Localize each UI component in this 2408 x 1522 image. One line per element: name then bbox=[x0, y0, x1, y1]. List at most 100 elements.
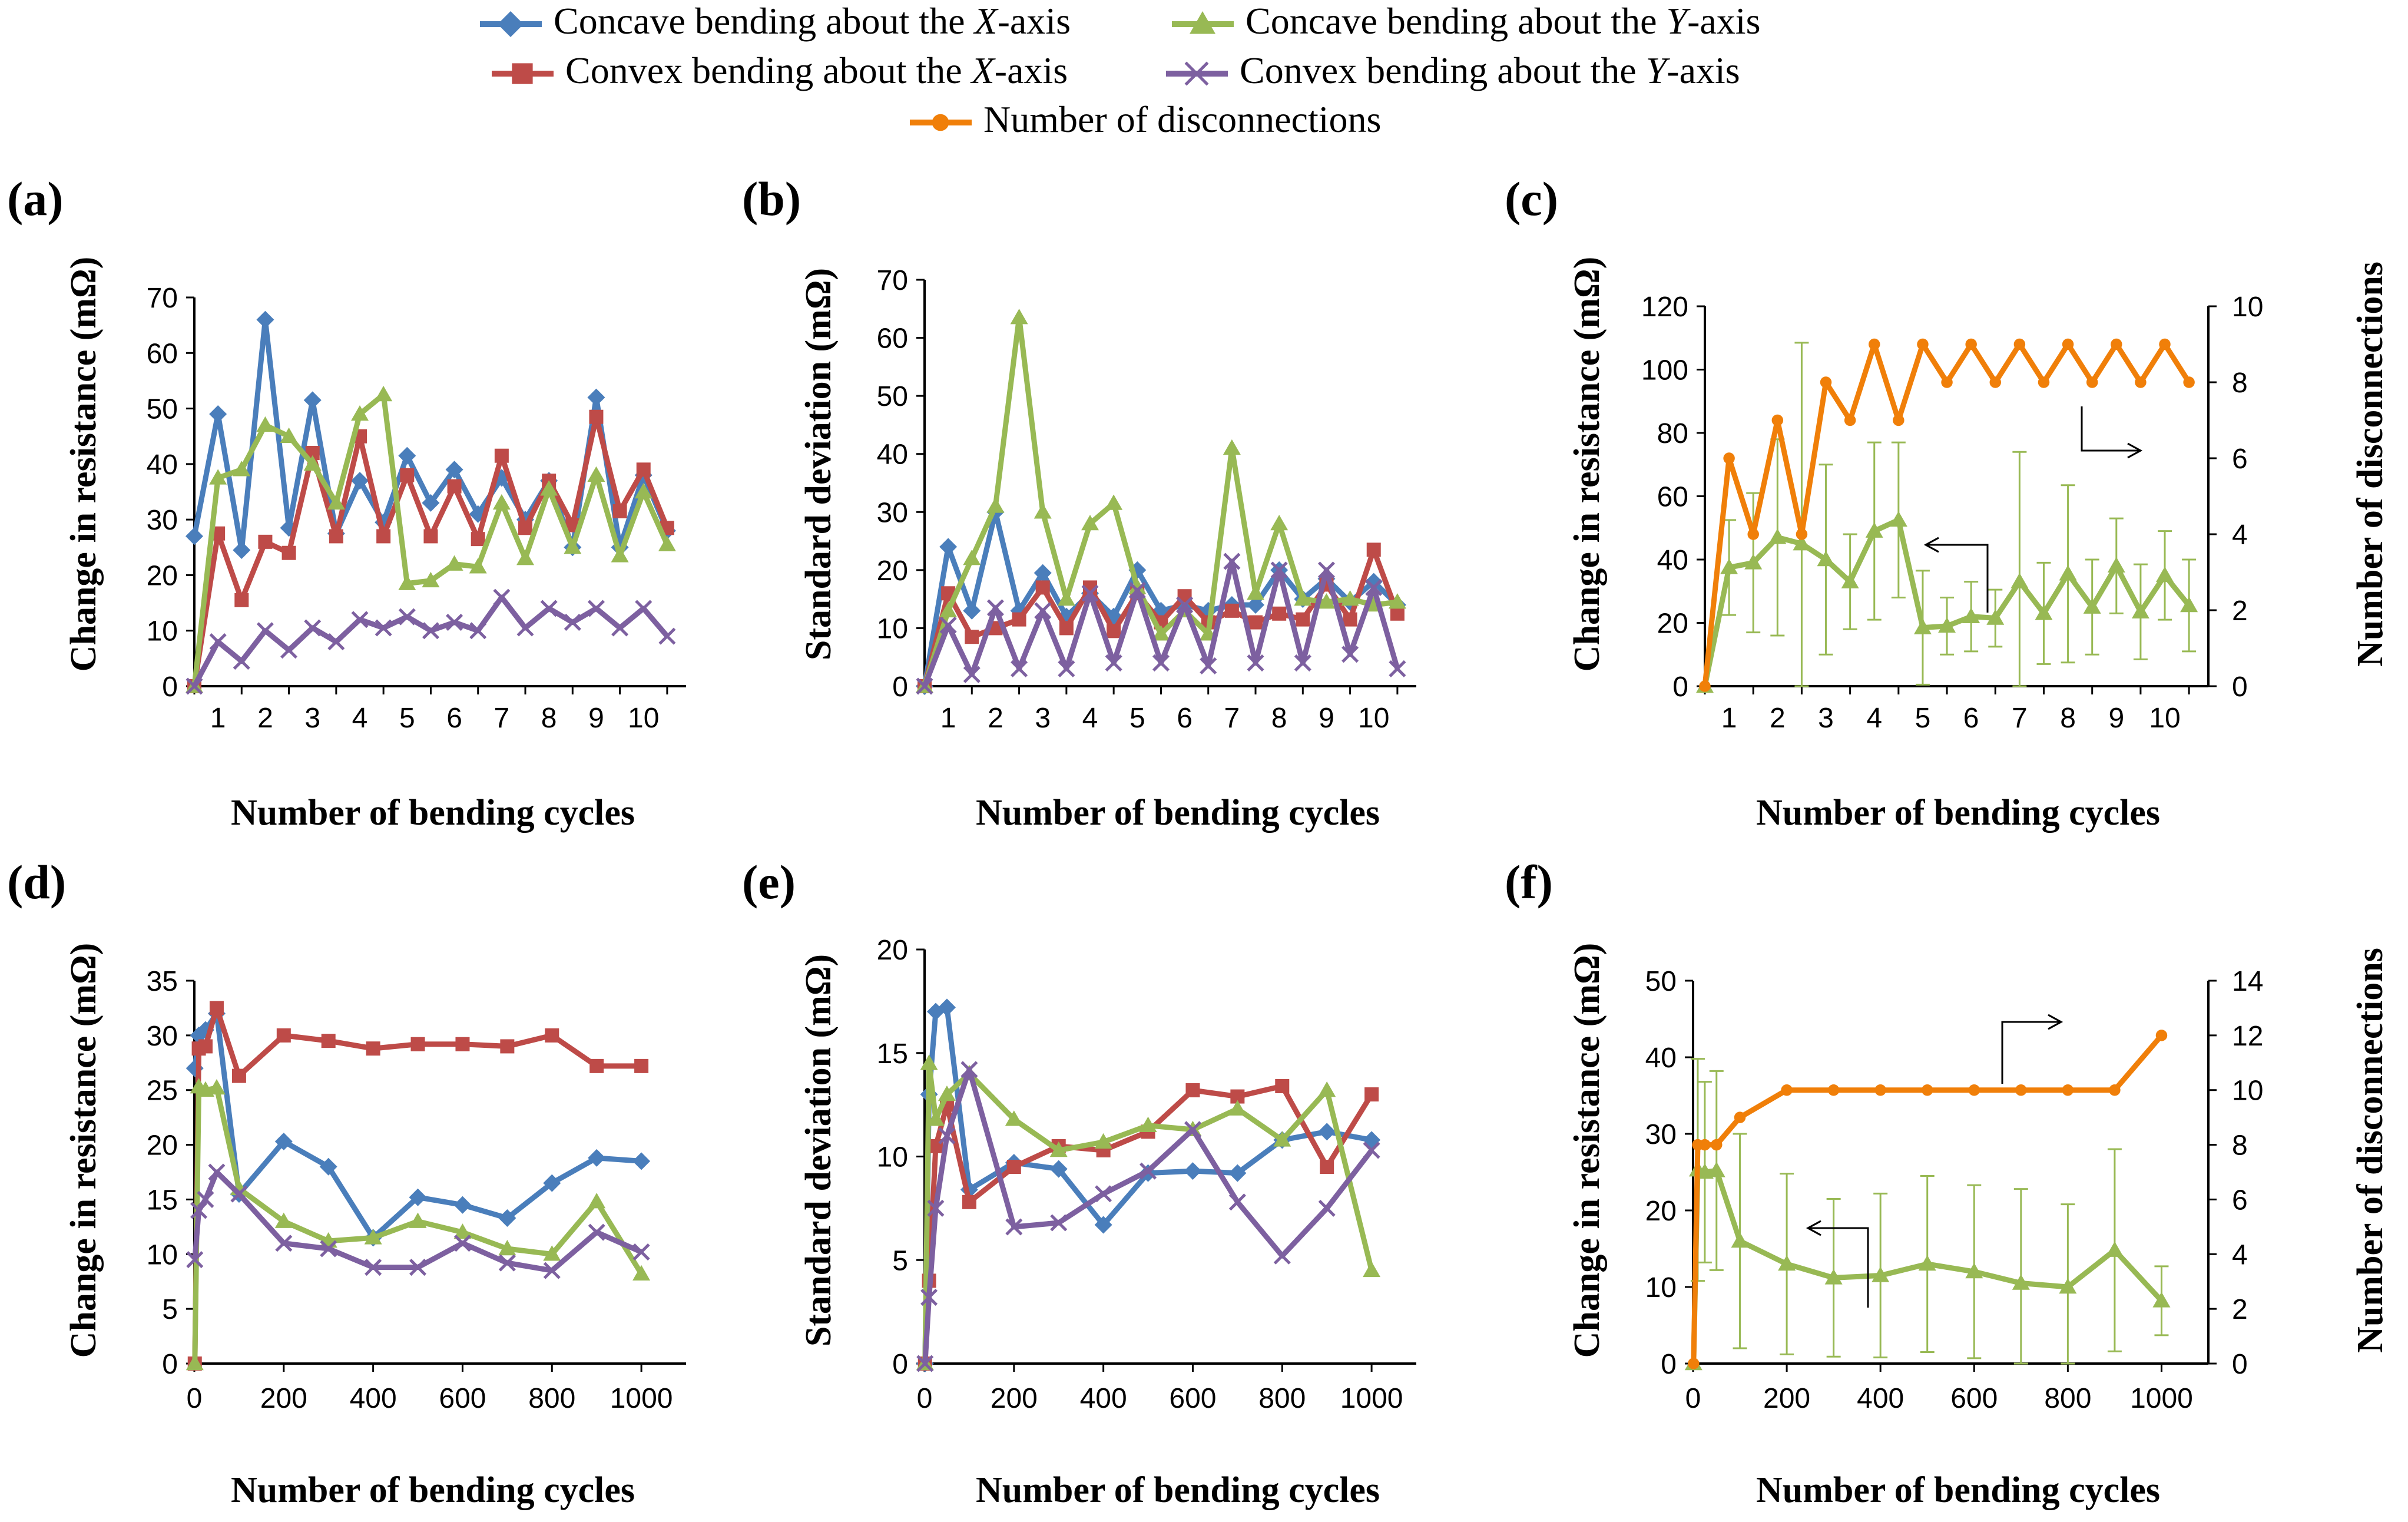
series-line-vy-e bbox=[922, 1067, 1374, 1364]
point-vy-b bbox=[1389, 660, 1406, 677]
point-nd-c bbox=[2135, 376, 2147, 388]
point-cy-a bbox=[209, 469, 227, 485]
point-vx-a bbox=[376, 529, 391, 544]
point-vx-a bbox=[471, 532, 485, 547]
point-cx-e bbox=[1318, 1123, 1336, 1141]
point-vy-e bbox=[1318, 1199, 1336, 1217]
point-cx-a bbox=[233, 541, 251, 559]
x-tick-label-f: 0 bbox=[1685, 1383, 1701, 1414]
legend-text-pre-cx: Concave bending about the bbox=[554, 0, 974, 42]
point-cx-b bbox=[963, 601, 981, 620]
point-cy-e bbox=[1363, 1261, 1381, 1278]
x-tick-label-c: 4 bbox=[1866, 703, 1882, 734]
point-vy-b bbox=[1081, 584, 1099, 602]
point-cx-d bbox=[498, 1209, 516, 1227]
point-cy-c bbox=[2180, 596, 2198, 613]
y2-tick-label-c: 6 bbox=[2232, 444, 2248, 475]
x-tick-label-a: 10 bbox=[628, 703, 659, 734]
point-cy-c bbox=[1913, 618, 1932, 634]
point-cy-f bbox=[1824, 1269, 1843, 1285]
point-cy-c bbox=[2010, 573, 2029, 588]
x-tick-label-c: 7 bbox=[2012, 703, 2028, 734]
series-cy-d bbox=[186, 1078, 651, 1371]
point-vy-a bbox=[209, 633, 227, 651]
y-tick-label-f: 40 bbox=[1645, 1043, 1677, 1074]
legend-label-nd: Number of disconnections bbox=[983, 98, 1381, 140]
point-vy-a bbox=[304, 619, 322, 637]
arrow-right-axis-c bbox=[2081, 406, 2141, 452]
point-cx-b bbox=[1364, 573, 1383, 591]
point-cx-d bbox=[543, 1174, 561, 1192]
point-cy-f bbox=[1731, 1232, 1749, 1248]
axis-title-y2-c: Number of disconnections bbox=[2350, 262, 2390, 667]
point-cx-a bbox=[209, 405, 227, 423]
point-nd-c bbox=[1965, 338, 1977, 350]
point-vx-a bbox=[518, 521, 533, 535]
point-vy-d bbox=[190, 1202, 208, 1219]
series-vy-a bbox=[186, 588, 676, 695]
point-vy-a bbox=[493, 588, 511, 606]
point-cy-b bbox=[1128, 578, 1147, 594]
y-tick-label-c: 20 bbox=[1657, 608, 1688, 640]
point-cx-a bbox=[303, 391, 322, 409]
panel-d: (d) Number of bending cycles Change in r… bbox=[7, 855, 686, 1510]
point-vy-e bbox=[1363, 1142, 1380, 1159]
point-nd-f bbox=[2015, 1084, 2027, 1096]
panel-label-f: (f) bbox=[1505, 855, 1553, 909]
point-cx-e bbox=[938, 998, 956, 1017]
point-cy-c bbox=[2083, 598, 2101, 614]
y-tick-label-a: 30 bbox=[147, 505, 178, 536]
point-vy-b bbox=[939, 616, 957, 634]
point-cy-c bbox=[1889, 511, 1907, 527]
y-tick-label-b: 0 bbox=[892, 671, 908, 703]
point-vx-a bbox=[400, 468, 415, 482]
point-cx-a bbox=[186, 527, 203, 545]
point-vy-b bbox=[963, 666, 981, 683]
annotations-f bbox=[1806, 1014, 2063, 1308]
point-nd-f bbox=[1874, 1084, 1886, 1096]
series-vy-b bbox=[916, 552, 1406, 695]
y-tick-label-d: 25 bbox=[147, 1076, 178, 1107]
legend-text-post-cx: -axis bbox=[998, 0, 1071, 42]
point-vx-a bbox=[612, 504, 627, 518]
point-nd-c bbox=[1868, 338, 1880, 350]
point-vx-b bbox=[1012, 612, 1026, 627]
legend-text-post-vy: -axis bbox=[1667, 49, 1740, 91]
point-cy-a bbox=[351, 405, 369, 421]
x-tick-label-b: 2 bbox=[988, 703, 1003, 734]
x-tick-label-c: 3 bbox=[1818, 703, 1834, 734]
y-tick-label-c: 60 bbox=[1657, 482, 1688, 513]
x-tick-label-f: 800 bbox=[2044, 1383, 2091, 1414]
axis-title-x-a: Number of bending cycles bbox=[231, 793, 635, 833]
x-tick-label-b: 9 bbox=[1319, 703, 1334, 734]
point-nd-c bbox=[1699, 680, 1711, 692]
point-nd-c bbox=[1844, 414, 1856, 426]
point-vy-d bbox=[197, 1190, 214, 1208]
point-vx-d bbox=[198, 1039, 213, 1054]
point-cy-c bbox=[1793, 535, 1811, 551]
y-tick-label-b: 70 bbox=[877, 265, 908, 296]
point-vy-a bbox=[280, 641, 298, 659]
point-vy-d bbox=[543, 1262, 561, 1279]
point-cx-b bbox=[1247, 596, 1265, 614]
y2-tick-label-f: 2 bbox=[2232, 1294, 2248, 1325]
arrow-left-axis-c bbox=[1926, 544, 1989, 613]
y-tick-label-b: 10 bbox=[877, 613, 908, 644]
y-tick-label-e: 20 bbox=[877, 935, 908, 966]
legend-marker-nd bbox=[932, 114, 949, 131]
x-tick-label-f: 600 bbox=[1950, 1383, 1998, 1414]
point-cy-d bbox=[588, 1193, 606, 1209]
panel-label-b: (b) bbox=[742, 172, 801, 226]
point-vx-a bbox=[281, 545, 296, 560]
point-cx-a bbox=[351, 472, 369, 490]
point-vx-b bbox=[1059, 621, 1074, 636]
arrow-right-axis-f bbox=[2001, 1021, 2061, 1084]
point-cy-e bbox=[1318, 1081, 1336, 1097]
y-tick-label-d: 35 bbox=[147, 966, 178, 997]
point-cy-a bbox=[256, 416, 274, 432]
y-tick-label-c: 80 bbox=[1657, 418, 1688, 449]
legend-text-pre-vx: Convex bending about the bbox=[565, 49, 972, 91]
point-vy-e bbox=[1184, 1121, 1201, 1139]
point-cx-d bbox=[409, 1188, 427, 1206]
